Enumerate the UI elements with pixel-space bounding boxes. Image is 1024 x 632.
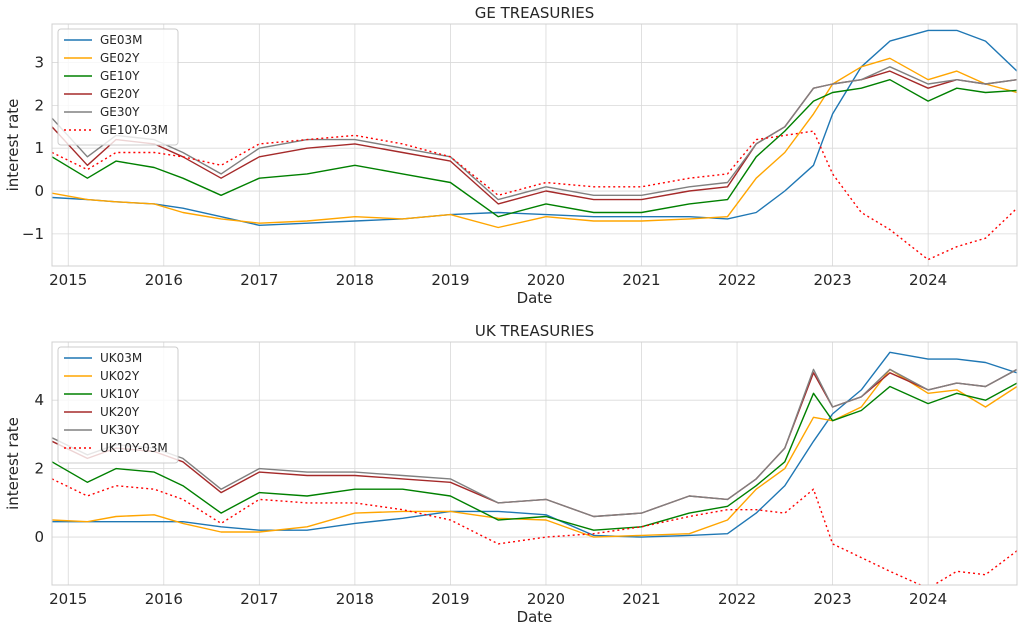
legend-entry: UK02Y [100, 369, 140, 383]
x-tick-label: 2024 [909, 271, 947, 289]
y-axis-label: interest rate [4, 417, 22, 510]
legend: GE03M GE02Y GE10Y GE20Y GE30Y GE10Y-03M [57, 28, 179, 146]
legend-entry: GE10Y [100, 69, 140, 83]
legend-entry: UK20Y [100, 405, 140, 419]
y-tick-label: 0 [34, 528, 44, 546]
x-tick-label: 2022 [718, 590, 756, 608]
x-tick-label: 2017 [240, 271, 278, 289]
x-tick-label: 2019 [431, 271, 469, 289]
x-tick-label: 2015 [49, 590, 87, 608]
legend: UK03M UK02Y UK10Y UK20Y UK30Y UK10Y-03M [57, 346, 179, 464]
x-tick-label: 2018 [336, 271, 374, 289]
series-line-ge03m [52, 29, 1017, 227]
series-line-uk10y [52, 382, 1017, 531]
x-tick-label: 2016 [145, 271, 183, 289]
x-tick-label: 2022 [718, 271, 756, 289]
x-tick-label: 2023 [814, 590, 852, 608]
series-line-uk03m [52, 351, 1017, 538]
plot-area [52, 24, 1017, 266]
y-tick-label: −1 [22, 225, 44, 243]
x-tick-label: 2015 [49, 271, 87, 289]
y-tick-label: 3 [34, 54, 44, 72]
series-line-ge10y-03m [52, 130, 1017, 261]
chart-panel-2: 2015 2016 2017 2018 2019 2020 2021 2022 2023 2024… [4, 322, 1018, 626]
y-tick-label: 2 [34, 460, 44, 478]
x-tick-label: 2021 [622, 590, 660, 608]
x-tick-label: 2020 [527, 590, 565, 608]
x-tick-label: 2018 [336, 590, 374, 608]
series-line-ge02y [52, 57, 1017, 229]
legend-entry: UK10Y [100, 387, 140, 401]
legend-entry: GE30Y [100, 105, 140, 119]
series-line-ge20y [52, 70, 1017, 205]
chart-title: UK TREASURIES [475, 322, 594, 340]
series-line-uk10y-03m [52, 478, 1017, 585]
series-line-uk02y [52, 368, 1017, 538]
legend-entry: GE20Y [100, 87, 140, 101]
legend-entry: UK30Y [100, 423, 140, 437]
plot-frame [51, 341, 1018, 586]
chart-title: GE TREASURIES [475, 4, 595, 22]
series-line-uk30y [52, 368, 1017, 518]
plot-area [52, 342, 1017, 585]
legend-entry: UK10Y-03M [100, 441, 168, 455]
y-tick-label: 1 [34, 139, 44, 157]
series-line-ge30y [52, 66, 1017, 201]
y-tick-label: 2 [34, 96, 44, 114]
x-tick-label: 2020 [527, 271, 565, 289]
y-axis-label: interest rate [4, 99, 22, 192]
x-tick-label: 2019 [431, 590, 469, 608]
chart-panel-1: 2015 2016 2017 2018 2019 2020 2021 2022 2023 2024… [4, 4, 1018, 307]
x-tick-label: 2017 [240, 590, 278, 608]
plot-frame [51, 23, 1018, 267]
x-tick-label: 2016 [145, 590, 183, 608]
legend-entry: UK03M [100, 351, 142, 365]
x-axis-label: Date [517, 289, 553, 307]
x-tick-label: 2021 [622, 271, 660, 289]
x-axis-label: Date [517, 608, 553, 626]
x-tick-label: 2024 [909, 590, 947, 608]
legend-entry: GE02Y [100, 51, 140, 65]
y-tick-label: 0 [34, 182, 44, 200]
legend-entry: GE10Y-03M [100, 123, 168, 137]
legend-entry: GE03M [100, 33, 143, 47]
y-tick-label: 4 [34, 391, 44, 409]
x-tick-label: 2023 [814, 271, 852, 289]
series-line-ge10y [52, 78, 1017, 218]
